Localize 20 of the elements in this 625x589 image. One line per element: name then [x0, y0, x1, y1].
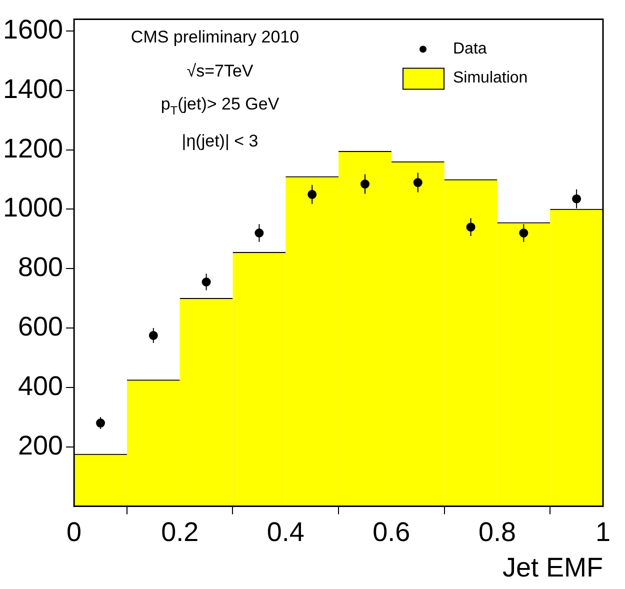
legend-label: Data — [453, 40, 487, 58]
x-tick-label: 0.8 — [478, 516, 516, 547]
y-tick-label: 1400 — [2, 74, 64, 104]
annotation: CMS preliminary 2010 — [130, 28, 300, 47]
annotation: √s=7TeV — [186, 62, 254, 81]
x-tick-label: 0.4 — [266, 516, 304, 547]
x-axis-title: Jet EMF — [502, 552, 603, 582]
y-tick-label: 200 — [18, 430, 64, 460]
y-tick-label: 1200 — [2, 133, 64, 164]
y-tick-label: 1600 — [2, 14, 64, 45]
x-tick-label: 0.6 — [372, 516, 410, 547]
y-tick-label: 600 — [18, 311, 64, 342]
legend-label: Simulation — [453, 70, 528, 87]
x-tick-label: 0 — [66, 516, 82, 547]
annotation: |η(jet)| < 3 — [182, 132, 258, 151]
y-tick-label: 1000 — [2, 192, 64, 223]
x-tick-label: 0.2 — [161, 516, 199, 547]
y-tick-label: 400 — [18, 370, 64, 401]
y-tick-label: 800 — [18, 252, 64, 282]
x-tick-label: 1 — [595, 516, 611, 547]
